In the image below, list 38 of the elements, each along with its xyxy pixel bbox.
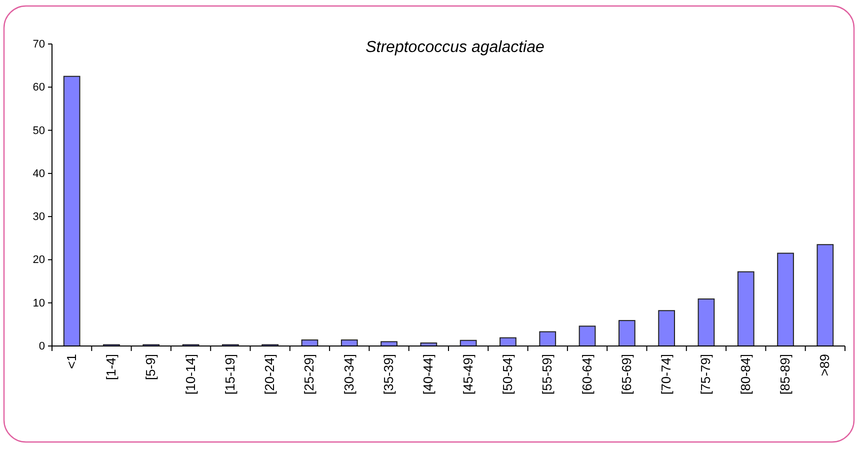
- x-tick-label: [30-34]: [341, 354, 356, 394]
- bar: [618, 320, 636, 346]
- y-tick-label: 0: [38, 340, 45, 353]
- x-tick-label: [15-19]: [222, 354, 238, 394]
- x-tick-label: [60-64]: [579, 354, 594, 394]
- x-tick-label: [80-84]: [738, 354, 753, 394]
- x-tick-label: [10-14]: [182, 354, 198, 394]
- bar: [658, 310, 676, 346]
- x-tick-label: [20-24]: [262, 354, 278, 394]
- y-tick-label: 50: [32, 124, 45, 137]
- bar: [578, 326, 596, 346]
- x-tick-label: [25-29]: [302, 354, 317, 394]
- x-tick-label: [75-79]: [698, 354, 714, 394]
- chart-title: Streptococcus agalactiae: [366, 39, 544, 56]
- bar: [816, 244, 834, 346]
- bar: [63, 76, 80, 346]
- bar: [539, 331, 556, 346]
- x-tick-label: [50-54]: [500, 354, 515, 394]
- x-tick-label: [65-69]: [618, 354, 634, 394]
- x-tick-label: [85-89]: [778, 354, 793, 394]
- x-tick-label: [45-49]: [460, 354, 476, 394]
- bar: [698, 298, 715, 346]
- x-tick-label: <1: [64, 354, 79, 369]
- y-tick-label: 60: [32, 82, 45, 94]
- bar: [737, 271, 754, 346]
- x-tick-label: [5-9]: [143, 354, 158, 380]
- bar: [777, 252, 794, 346]
- y-tick-label: 30: [32, 211, 45, 224]
- y-tick-label: 10: [32, 297, 45, 310]
- y-tick-label: 70: [32, 38, 45, 51]
- x-tick-label: [55-59]: [540, 354, 555, 394]
- x-tick-label: [1-4]: [103, 354, 118, 380]
- y-tick-label: 40: [32, 168, 45, 180]
- x-tick-label: >89: [817, 354, 832, 376]
- y-tick-label: 20: [32, 254, 45, 266]
- x-tick-label: [70-74]: [658, 354, 674, 394]
- x-tick-label: [35-39]: [381, 354, 396, 394]
- x-tick-label: [40-44]: [420, 354, 436, 394]
